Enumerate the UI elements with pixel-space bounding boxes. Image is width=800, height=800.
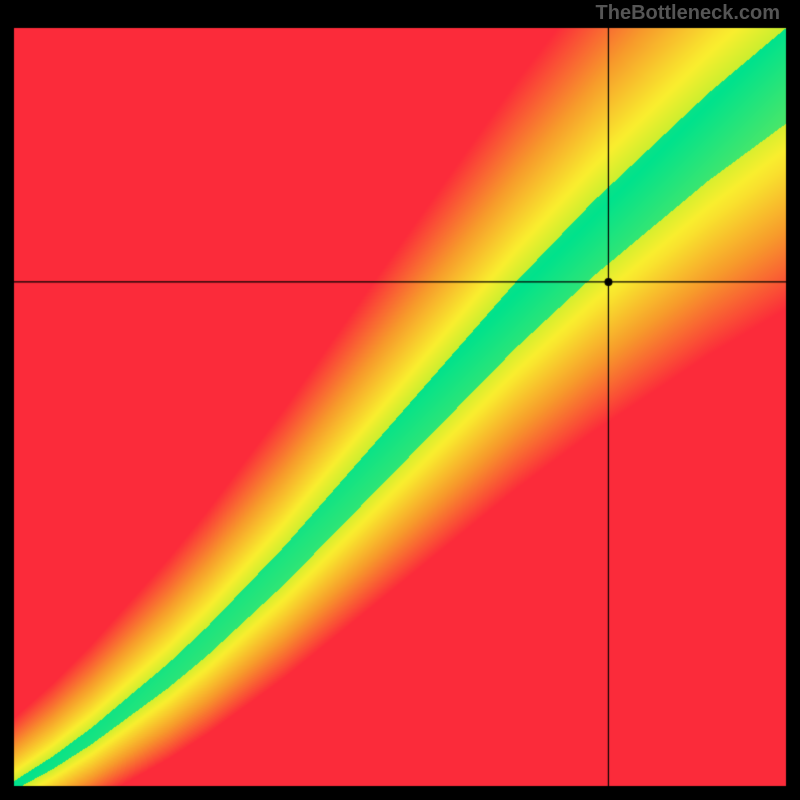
- chart-container: TheBottleneck.com: [0, 0, 800, 800]
- bottleneck-heatmap: [0, 0, 800, 800]
- watermark-text: TheBottleneck.com: [596, 2, 780, 25]
